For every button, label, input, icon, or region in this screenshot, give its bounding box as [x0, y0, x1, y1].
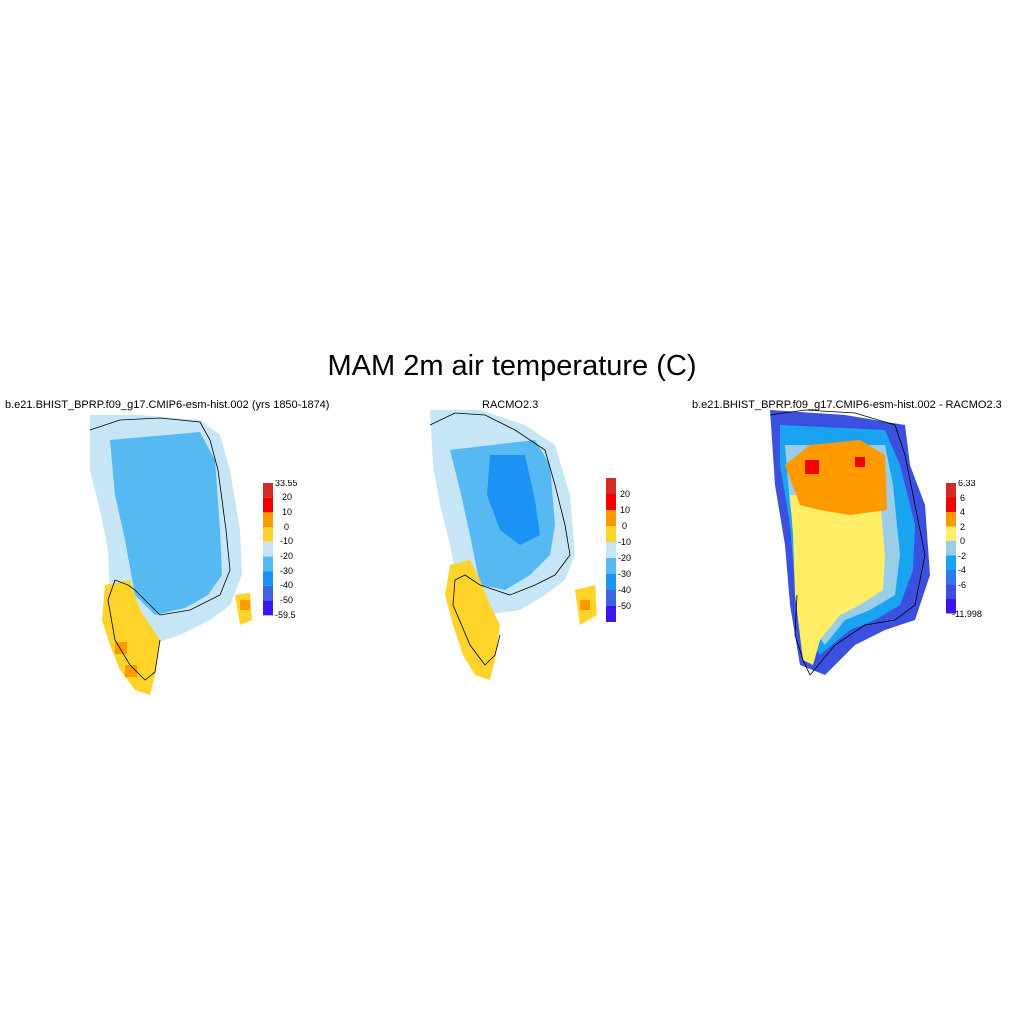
- colorbar-label: 10: [620, 505, 630, 515]
- colorbar-swatches: [263, 483, 273, 616]
- warm-cell: [580, 600, 590, 610]
- panel-2-colorbar: 20 10 0 -10 -20 -30 -40 -50: [606, 478, 631, 622]
- colorbar-label: -59.5: [275, 610, 296, 620]
- colorbar-label: -50: [280, 595, 293, 605]
- panel-3-map: [769, 409, 930, 676]
- colorbar-label: -2: [958, 551, 966, 561]
- panel-3-title: b.e21.BHIST_BPRP.f09_g17.CMIP6-esm-hist.…: [692, 399, 1002, 411]
- colorbar-label: -30: [280, 566, 293, 576]
- colorbar-label: 20: [282, 492, 292, 502]
- central-very-cold-region: [487, 455, 540, 545]
- colorbar-label: 4: [960, 507, 965, 517]
- coastal-warm-region-south: [445, 560, 500, 680]
- interior-cold-region: [110, 432, 222, 615]
- figure-title: MAM 2m air temperature (C): [327, 350, 697, 382]
- colorbar-label: -6: [958, 580, 966, 590]
- greenland-temperature-field-panel-1: [89, 415, 252, 695]
- colorbar-label: 20: [620, 489, 630, 499]
- colorbar-label: -11.998: [952, 609, 982, 619]
- colorbar-label: -40: [618, 585, 631, 595]
- greenland-temperature-field-panel-2: [429, 410, 597, 680]
- colorbar-label: -50: [618, 601, 631, 611]
- colorbar-label: -20: [280, 551, 293, 561]
- coastline: [429, 412, 571, 666]
- hot-spot-cell: [805, 460, 819, 474]
- colorbar-label: -10: [618, 537, 631, 547]
- colorbar-label: 33.55: [275, 480, 298, 488]
- colorbar-label: -40: [280, 580, 293, 590]
- colorbar-label: 0: [960, 536, 965, 546]
- panel-2-map: [429, 410, 597, 680]
- coastline: [769, 409, 926, 676]
- hot-spot-cell: [855, 457, 865, 467]
- colorbar-label: 6.33: [958, 480, 976, 488]
- colorbar-label: -10: [280, 536, 293, 546]
- colorbar-label: 2: [960, 522, 965, 532]
- colorbar-label: -30: [618, 569, 631, 579]
- panel-1-colorbar: 33.55 20 10 0 -10 -20 -30 -40 -50 -59.5: [263, 480, 298, 620]
- warm-cell: [240, 600, 250, 610]
- warm-cell: [125, 665, 137, 677]
- colorbar-label: 0: [284, 522, 289, 532]
- positive-anomaly-south: [790, 495, 885, 665]
- coastline: [89, 417, 231, 681]
- colorbar-label: 0: [622, 521, 627, 531]
- coastal-warm-region-south: [102, 580, 160, 695]
- warm-cell: [115, 642, 127, 654]
- colorbar-swatches: [946, 483, 956, 614]
- colorbar-label: -4: [958, 565, 966, 575]
- panel-1-map: [89, 415, 252, 695]
- panel-3-colorbar: 6.33 6 4 2 0 -2 -4 -6 -11.998: [946, 480, 982, 619]
- colorbar-label: -20: [618, 553, 631, 563]
- greenland-difference-field: [769, 409, 930, 676]
- panel-1-title: b.e21.BHIST_BPRP.f09_g17.CMIP6-esm-hist.…: [5, 399, 330, 411]
- colorbar-label: 6: [960, 493, 965, 503]
- colorbar-label: 10: [282, 507, 292, 517]
- panel-2-title: RACMO2.3: [482, 399, 539, 411]
- colorbar-swatches: [606, 478, 616, 622]
